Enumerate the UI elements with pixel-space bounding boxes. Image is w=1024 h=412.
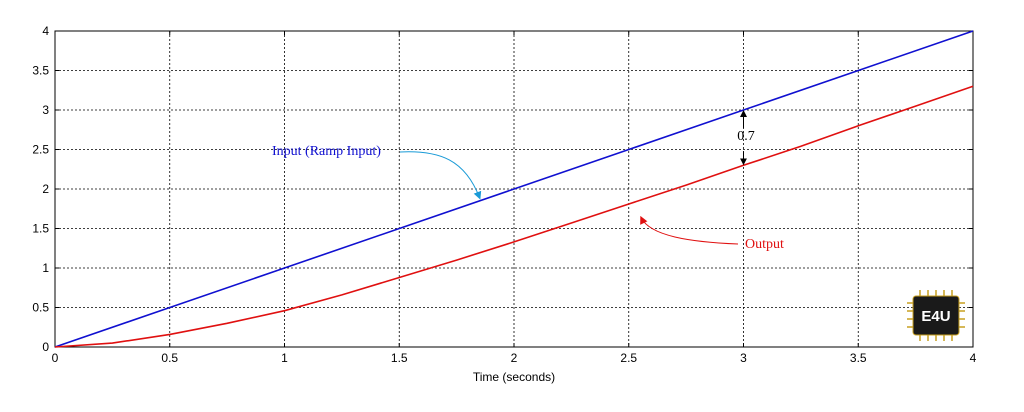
y-tick-label: 0 bbox=[42, 340, 49, 354]
annotation-output-arrow bbox=[640, 215, 739, 245]
grid bbox=[55, 31, 973, 347]
annotation-difference: 0.7 bbox=[737, 110, 755, 166]
y-tick-label: 3.5 bbox=[32, 64, 49, 78]
y-tick-label: 2 bbox=[42, 182, 49, 196]
e4u-logo: E4U bbox=[907, 290, 965, 341]
annotation-output-label: Output bbox=[745, 237, 784, 252]
annotation-input-arrow bbox=[399, 151, 482, 200]
x-tick-label: 1 bbox=[281, 351, 288, 365]
y-tick-label: 4 bbox=[42, 24, 49, 38]
axis-ticks: 0 0.5 1 1.5 2 2.5 3 3.5 4 0 0.5 1 1.5 2 2.5 3 3.5 4 bbox=[32, 24, 976, 365]
annotation-output: Output bbox=[640, 215, 784, 252]
y-tick-label: 3 bbox=[42, 103, 49, 117]
series bbox=[54, 30, 974, 348]
y-tick-label: 2.5 bbox=[32, 143, 49, 157]
x-tick-label: 1.5 bbox=[391, 351, 408, 365]
y-tick-label: 1 bbox=[42, 261, 49, 275]
x-tick-label: 2 bbox=[511, 351, 518, 365]
x-tick-label: 0 bbox=[52, 351, 59, 365]
x-tick-label: 0.5 bbox=[161, 351, 178, 365]
x-tick-label: 3.5 bbox=[850, 351, 867, 365]
output-line bbox=[54, 85, 974, 348]
chip-body bbox=[912, 295, 960, 336]
annotation-input-label: Input (Ramp Input) bbox=[272, 144, 381, 159]
annotation-input: Input (Ramp Input) bbox=[272, 144, 482, 200]
y-tick-label: 1.5 bbox=[32, 222, 49, 236]
x-axis-label: Time (seconds) bbox=[473, 370, 555, 384]
x-tick-label: 4 bbox=[970, 351, 977, 365]
y-tick-label: 0.5 bbox=[32, 301, 49, 315]
chip-pins bbox=[907, 290, 965, 341]
difference-label: 0.7 bbox=[737, 129, 755, 144]
x-tick-label: 3 bbox=[740, 351, 747, 365]
logo-text: E4U bbox=[921, 308, 950, 325]
input-ramp-line bbox=[54, 30, 974, 348]
x-tick-label: 2.5 bbox=[620, 351, 637, 365]
